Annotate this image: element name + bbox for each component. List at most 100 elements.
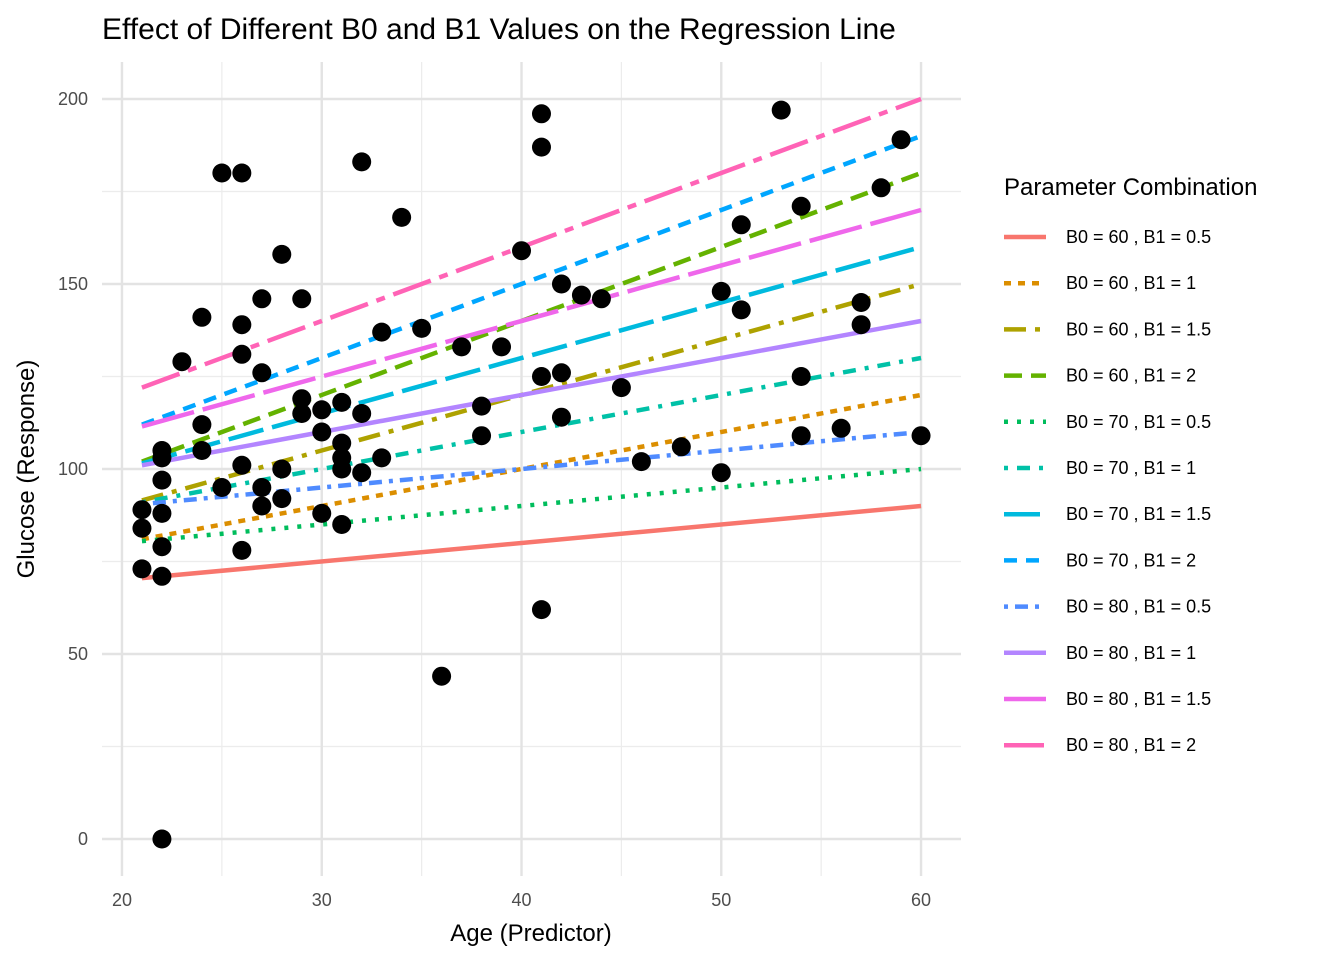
data-point [531,600,551,620]
data-points [132,100,931,849]
legend: B0 = 60 , B1 = 0.5 B0 = 60 , B1 = 1 B0 = 6… [1004,227,1211,755]
data-point [192,415,212,435]
y-tick-label: 50 [68,644,88,664]
data-point [232,163,252,183]
data-point [611,378,631,398]
x-tick-label: 60 [911,890,931,910]
data-point [472,396,492,416]
data-point [531,104,551,124]
regression-lines [141,96,922,581]
data-point [551,274,571,294]
legend-label: B0 = 60 , B1 = 1 [1066,273,1196,293]
data-point [571,285,591,305]
legend-label: B0 = 80 , B1 = 0.5 [1066,597,1211,617]
data-point [272,244,292,264]
data-point [292,289,312,309]
data-point [871,178,891,198]
data-point [472,426,492,446]
data-point [292,404,312,423]
x-axis-title: Age (Predictor) [450,920,611,947]
data-point [791,196,811,216]
data-point [412,318,432,338]
regression-line [141,207,922,429]
data-point [172,352,192,372]
legend-label: B0 = 80 , B1 = 2 [1066,735,1196,755]
legend-label: B0 = 60 , B1 = 2 [1066,366,1196,386]
regression-line [141,96,922,390]
data-point [332,392,352,412]
data-point [891,130,911,150]
y-tick-label: 150 [58,274,88,294]
data-point [432,666,452,686]
data-point [372,322,392,342]
data-point [152,566,172,586]
data-point [312,422,332,442]
regression-line [141,318,922,468]
data-point [232,540,252,560]
data-point [132,518,152,538]
data-point [192,441,212,460]
data-point [831,418,851,438]
data-point [352,404,372,423]
regression-line [141,466,922,544]
data-point [332,515,352,534]
data-point [551,407,571,427]
data-point [671,437,691,457]
data-point [911,426,931,446]
data-point [152,448,172,468]
data-point [791,367,811,386]
x-tick-label: 20 [112,890,132,910]
legend-label: B0 = 70 , B1 = 1 [1066,458,1196,478]
data-point [791,426,811,446]
data-point [372,448,392,468]
regression-line [141,503,922,581]
data-point [512,241,532,261]
data-point [192,307,212,327]
data-point [631,452,651,472]
legend-label: B0 = 80 , B1 = 1 [1066,643,1196,663]
data-point [152,503,172,523]
legend-label: B0 = 70 , B1 = 1.5 [1066,504,1211,524]
data-point [711,281,731,301]
y-tick-label: 0 [78,829,88,849]
x-tick-label: 50 [711,890,731,910]
x-tick-label: 40 [511,890,531,910]
data-point [591,289,611,309]
data-point [272,489,292,509]
data-point [771,100,791,120]
data-point [312,400,332,420]
y-axis-title: Glucose (Response) [13,360,40,579]
data-point [252,496,272,516]
data-point [292,389,312,409]
data-point [212,163,232,183]
data-point [212,478,232,497]
y-tick-label: 100 [58,459,88,479]
data-point [252,478,272,497]
data-point [152,537,172,557]
legend-label: B0 = 70 , B1 = 2 [1066,550,1196,570]
data-point [551,363,571,383]
data-point [851,315,871,335]
data-point [711,463,731,483]
legend-label: B0 = 80 , B1 = 1.5 [1066,689,1211,709]
legend-label: B0 = 60 , B1 = 0.5 [1066,227,1211,247]
legend-title: Parameter Combination [1004,174,1257,201]
data-point [731,215,751,235]
data-point [332,433,352,453]
x-tick-label: 30 [312,890,332,910]
legend-label: B0 = 70 , B1 = 0.5 [1066,412,1211,432]
data-point [531,367,551,386]
data-point [452,337,472,357]
data-point [851,293,871,312]
regression-line [141,133,922,427]
data-point [352,463,372,483]
data-point [492,337,512,357]
data-point [152,470,172,490]
data-point [232,455,252,475]
data-point [252,363,272,383]
data-point [352,152,372,172]
legend-label: B0 = 60 , B1 = 1.5 [1066,319,1211,339]
data-point [312,503,332,523]
data-point [731,300,751,320]
